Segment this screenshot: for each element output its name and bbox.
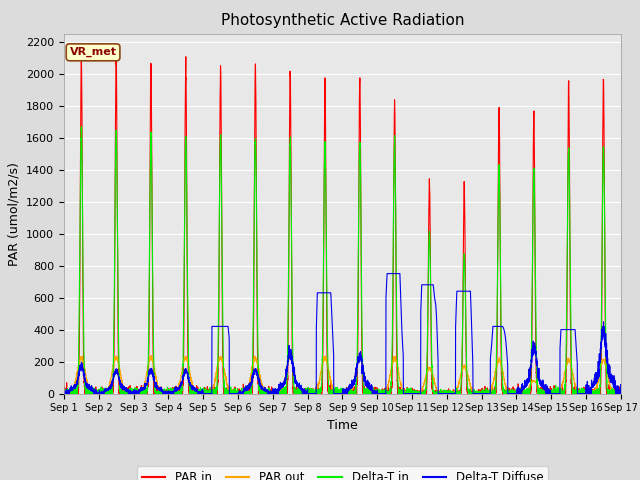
- Line: Delta-T Diffuse: Delta-T Diffuse: [64, 274, 621, 394]
- Delta-T Diffuse: [393, 271, 401, 276]
- Delta-T in: [60, 391, 68, 396]
- PAR out: [364, 385, 371, 391]
- PAR out: [175, 380, 183, 385]
- Delta-T Diffuse: [383, 271, 391, 276]
- Delta-T in: [393, 336, 401, 342]
- PAR out: [537, 388, 545, 394]
- Line: Delta-T in: Delta-T in: [64, 127, 621, 394]
- PAR in: [60, 391, 68, 396]
- PAR in: [617, 385, 625, 391]
- Delta-T Diffuse: [60, 391, 68, 396]
- Delta-T Diffuse: [495, 324, 503, 329]
- X-axis label: Time: Time: [327, 419, 358, 432]
- Delta-T Diffuse: [364, 384, 371, 390]
- Delta-T in: [495, 168, 503, 173]
- Delta-T Diffuse: [60, 389, 68, 395]
- PAR in: [393, 369, 401, 374]
- Title: Photosynthetic Active Radiation: Photosynthetic Active Radiation: [221, 13, 464, 28]
- Line: PAR in: PAR in: [64, 57, 621, 394]
- Delta-T in: [617, 389, 625, 395]
- PAR out: [523, 388, 531, 394]
- PAR in: [175, 385, 183, 391]
- Legend: PAR in, PAR out, Delta-T in, Delta-T Diffuse: PAR in, PAR out, Delta-T in, Delta-T Dif…: [137, 466, 548, 480]
- Text: VR_met: VR_met: [70, 47, 116, 58]
- PAR out: [60, 391, 68, 396]
- Delta-T in: [176, 390, 184, 396]
- Delta-T Diffuse: [176, 385, 184, 391]
- Delta-T in: [77, 124, 85, 130]
- Delta-T Diffuse: [537, 383, 545, 388]
- PAR in: [523, 388, 531, 394]
- Delta-T Diffuse: [523, 377, 531, 383]
- PAR out: [393, 361, 401, 367]
- PAR in: [495, 111, 503, 117]
- PAR in: [537, 391, 545, 396]
- Delta-T in: [523, 391, 531, 396]
- Delta-T in: [537, 389, 545, 395]
- Delta-T in: [364, 389, 371, 395]
- PAR out: [495, 357, 503, 362]
- Line: PAR out: PAR out: [64, 355, 621, 394]
- Delta-T Diffuse: [617, 391, 625, 396]
- PAR out: [285, 352, 293, 358]
- PAR out: [617, 391, 625, 396]
- Y-axis label: PAR (umol/m2/s): PAR (umol/m2/s): [8, 162, 20, 265]
- PAR in: [364, 389, 371, 395]
- PAR in: [182, 54, 189, 60]
